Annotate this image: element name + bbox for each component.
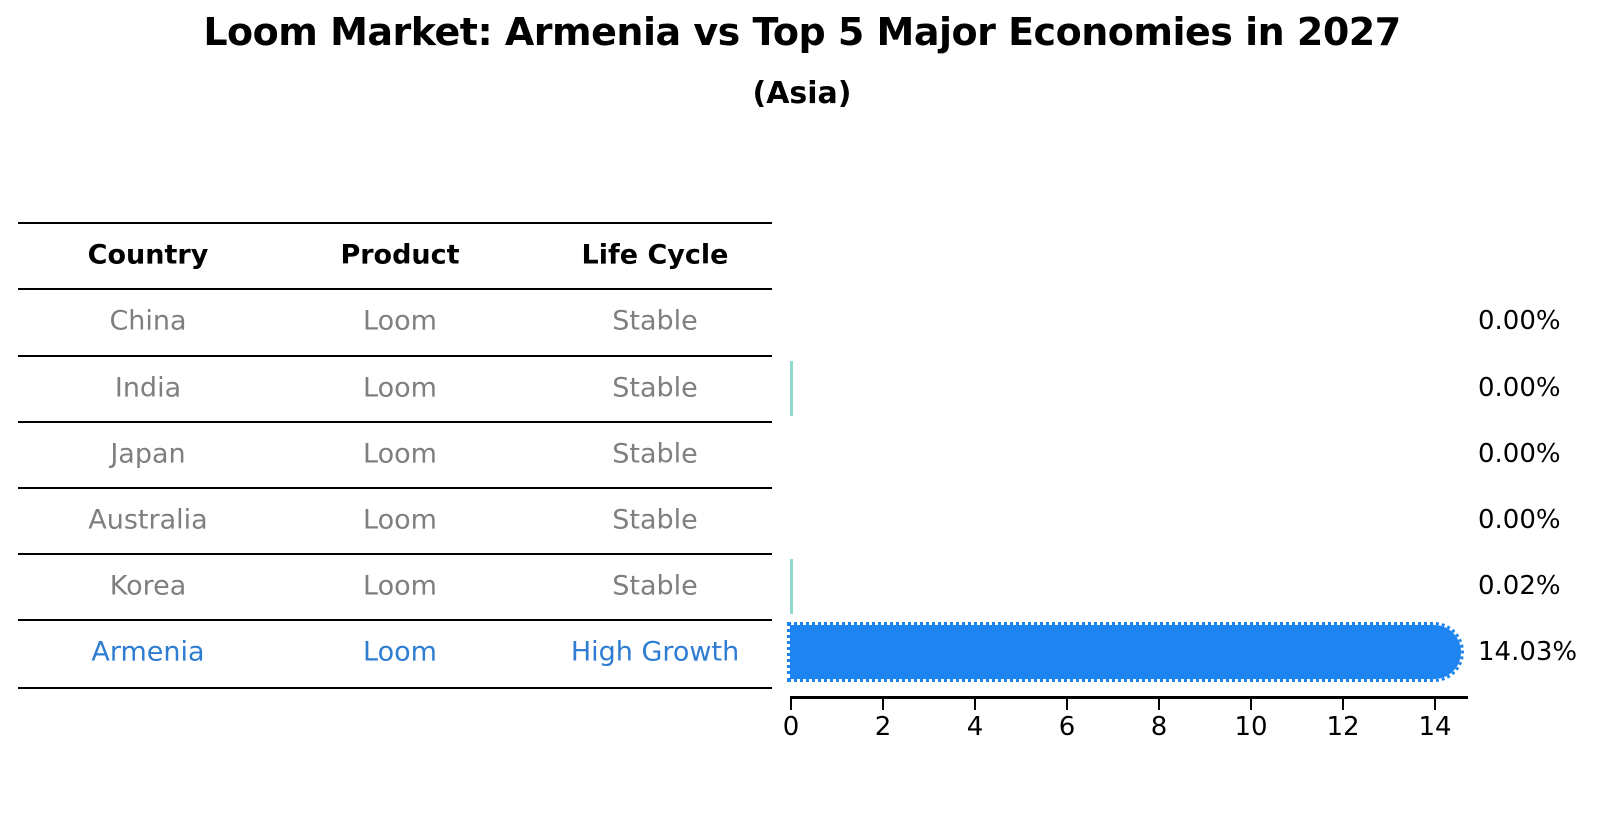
table-row-border xyxy=(18,355,772,357)
bar-value-label: 0.00% xyxy=(1478,373,1561,403)
table-cell-life-cycle-highlighted: High Growth xyxy=(570,636,740,668)
table-header-border xyxy=(18,288,772,290)
table-row-border xyxy=(18,421,772,423)
table-cell-product: Loom xyxy=(363,372,437,404)
table-row-border xyxy=(18,619,772,621)
table-cell-product: Loom xyxy=(363,504,437,536)
x-axis-tick xyxy=(1342,697,1344,710)
x-axis-tick-label: 8 xyxy=(1150,712,1168,742)
table-row-border xyxy=(18,553,772,555)
x-axis-tick xyxy=(974,697,976,710)
table-cell-life-cycle: Stable xyxy=(612,438,698,470)
chart-title: Loom Market: Armenia vs Top 5 Major Econ… xyxy=(203,10,1401,54)
column-header-product: Product xyxy=(340,239,460,271)
zero-bar-marker-india xyxy=(790,361,793,416)
table-bottom-border xyxy=(18,687,772,689)
table-cell-life-cycle: Stable xyxy=(612,570,698,602)
x-axis-tick-label: 6 xyxy=(1058,712,1076,742)
x-axis-tick-label: 4 xyxy=(966,712,984,742)
table-cell-country: Japan xyxy=(110,438,186,470)
x-axis-tick-label: 10 xyxy=(1234,712,1268,742)
table-cell-product: Loom xyxy=(363,570,437,602)
table-cell-country: Australia xyxy=(88,504,208,536)
column-header-country: Country xyxy=(87,239,209,271)
table-row-border xyxy=(18,487,772,489)
x-axis-tick-label: 14 xyxy=(1418,712,1452,742)
x-axis-tick-label: 0 xyxy=(782,712,800,742)
table-cell-country: India xyxy=(114,372,182,404)
table-cell-product: Loom xyxy=(363,305,437,337)
zero-bar-marker-korea xyxy=(790,559,793,614)
table-cell-country: Korea xyxy=(109,570,187,602)
bar-value-label: 0.00% xyxy=(1478,505,1561,535)
x-axis-tick-label: 12 xyxy=(1326,712,1360,742)
x-axis-tick xyxy=(1250,697,1252,710)
bar-value-label: 0.00% xyxy=(1478,306,1561,336)
x-axis-tick-label: 2 xyxy=(874,712,892,742)
table-cell-life-cycle: Stable xyxy=(612,305,698,337)
x-axis-tick xyxy=(1434,697,1436,710)
table-cell-country-highlighted: Armenia xyxy=(91,636,205,668)
x-axis-line xyxy=(790,696,1468,699)
column-header-life-cycle: Life Cycle xyxy=(581,239,729,271)
table-cell-product-highlighted: Loom xyxy=(363,636,437,668)
x-axis-tick xyxy=(1066,697,1068,710)
bar-value-label: 0.00% xyxy=(1478,439,1561,469)
table-top-border xyxy=(18,222,772,224)
x-axis-tick xyxy=(790,697,792,710)
x-axis-tick xyxy=(1158,697,1160,710)
table-cell-product: Loom xyxy=(363,438,437,470)
table-cell-life-cycle: Stable xyxy=(612,372,698,404)
x-axis-tick xyxy=(882,697,884,710)
chart-subtitle: (Asia) xyxy=(752,76,852,111)
bar-armenia xyxy=(787,622,1464,682)
table-cell-life-cycle: Stable xyxy=(612,504,698,536)
table-cell-country: China xyxy=(109,305,187,337)
bar-value-label: 0.02% xyxy=(1478,571,1561,601)
bar-value-label: 14.03% xyxy=(1478,637,1578,667)
